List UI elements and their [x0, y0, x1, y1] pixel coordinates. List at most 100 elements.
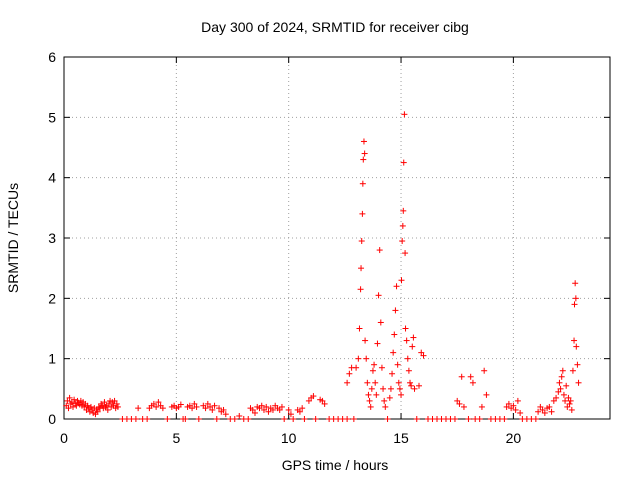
data-point: [378, 364, 385, 371]
data-point: [310, 393, 317, 400]
data-point: [557, 385, 564, 392]
data-point: [394, 361, 401, 368]
data-point: [153, 403, 160, 410]
data-point: [376, 247, 383, 254]
data-point: [66, 394, 73, 401]
x-tick-label: 5: [172, 430, 180, 446]
data-point: [390, 349, 397, 356]
data-point: [356, 325, 363, 332]
data-point: [403, 337, 410, 344]
data-point: [358, 265, 365, 272]
data-point: [408, 382, 415, 389]
data-point: [287, 411, 294, 418]
data-point: [460, 403, 467, 410]
data-point: [258, 402, 265, 409]
data-point: [476, 416, 483, 422]
data-point: [263, 403, 270, 410]
data-point: [539, 406, 546, 413]
data-point: [353, 364, 360, 371]
data-point: [416, 382, 423, 389]
data-point: [355, 355, 362, 362]
data-point: [420, 352, 427, 359]
data-point: [380, 385, 387, 392]
data-point: [381, 397, 388, 404]
data-point: [249, 406, 256, 413]
data-point: [368, 385, 375, 392]
data-point: [301, 416, 308, 422]
data-point: [546, 403, 553, 410]
data-point: [159, 405, 166, 412]
data-point: [222, 411, 229, 418]
data-point: [374, 340, 381, 347]
data-point: [251, 409, 258, 416]
data-point: [399, 238, 406, 245]
data-point: [189, 405, 196, 412]
data-point: [565, 394, 572, 401]
data-point: [202, 405, 209, 412]
data-point: [553, 394, 560, 401]
data-point: [195, 416, 202, 422]
data-point: [150, 400, 157, 407]
data-point: [407, 379, 414, 386]
data-point: [101, 399, 108, 406]
data-point: [559, 367, 566, 374]
data-point: [278, 403, 285, 410]
data-point: [231, 416, 238, 422]
data-point: [209, 406, 216, 413]
data-point: [517, 409, 524, 416]
y-axis-label: SRMTID / TECUs: [5, 183, 21, 293]
data-point: [321, 400, 328, 407]
data-point: [409, 343, 416, 350]
data-point: [566, 400, 573, 407]
data-point: [451, 416, 458, 422]
y-tick-label: 0: [48, 411, 56, 427]
data-point: [296, 408, 303, 415]
data-point: [399, 222, 406, 229]
data-point: [104, 406, 111, 413]
data-point: [87, 403, 94, 410]
data-point: [391, 331, 398, 338]
data-point: [572, 280, 579, 287]
data-point: [396, 385, 403, 392]
data-point: [574, 361, 581, 368]
data-point: [398, 391, 405, 398]
x-tick-label: 10: [281, 430, 297, 446]
data-point: [541, 409, 548, 416]
data-point: [260, 406, 267, 413]
y-tick-label: 3: [48, 230, 56, 246]
data-point: [95, 403, 102, 410]
data-point: [481, 367, 488, 374]
data-point: [363, 355, 370, 362]
data-point: [362, 337, 369, 344]
data-point: [560, 391, 567, 398]
data-point: [411, 385, 418, 392]
data-point: [216, 405, 223, 412]
data-point: [373, 391, 380, 398]
data-point: [265, 408, 272, 415]
data-points: [63, 111, 582, 422]
data-point: [132, 416, 139, 422]
data-point: [312, 416, 319, 422]
data-point: [483, 391, 490, 398]
data-point: [81, 403, 88, 410]
data-point: [64, 397, 71, 404]
chart-title: Day 300 of 2024, SRMTID for receiver cib…: [201, 19, 469, 35]
data-point: [344, 416, 351, 422]
y-tick-label: 2: [48, 290, 56, 306]
data-point: [290, 416, 297, 422]
data-point: [564, 403, 571, 410]
data-point: [467, 373, 474, 380]
data-point: [377, 319, 384, 326]
data-point: [65, 405, 72, 412]
data-point: [389, 370, 396, 377]
data-point: [469, 379, 476, 386]
data-point: [365, 391, 372, 398]
data-point: [144, 416, 151, 422]
data-point: [245, 416, 252, 422]
data-point: [514, 397, 521, 404]
data-point: [501, 416, 508, 422]
y-tick-label: 6: [48, 49, 56, 65]
data-point: [537, 403, 544, 410]
data-point: [114, 403, 121, 410]
